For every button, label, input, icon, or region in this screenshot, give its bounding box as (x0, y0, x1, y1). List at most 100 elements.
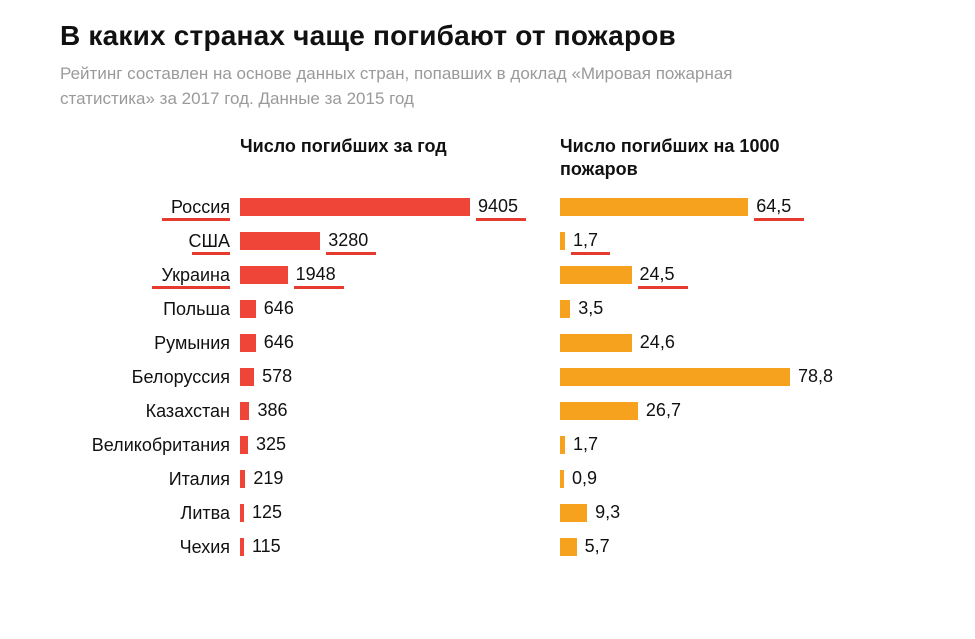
per1000-bar-area: 78,8 (560, 366, 850, 388)
highlight-underline (638, 286, 688, 289)
highlight-underline (294, 286, 344, 289)
table-row: Россия 9405 64,5 (60, 190, 915, 224)
table-row: Белоруссия 578 78,8 (60, 360, 915, 394)
deaths-value: 578 (262, 366, 292, 387)
per1000-value: 1,7 (573, 230, 598, 251)
country-label: Великобритания (60, 435, 240, 456)
deaths-bar (240, 334, 256, 352)
per1000-bar-area: 24,6 (560, 332, 850, 354)
per1000-bar-area: 1,7 (560, 434, 850, 456)
bar-chart: Число погибших за год Число погибших на … (60, 135, 915, 564)
chart-subtitle: Рейтинг составлен на основе данных стран… (60, 62, 820, 111)
country-label: Италия (60, 469, 240, 490)
deaths-bar (240, 538, 244, 556)
country-label: США (60, 231, 240, 252)
deaths-bar-area: 578 (240, 366, 540, 388)
deaths-bar-area: 1948 (240, 264, 540, 286)
table-row: Литва 125 9,3 (60, 496, 915, 530)
deaths-value: 115 (252, 536, 281, 557)
deaths-bar (240, 470, 245, 488)
deaths-bar-area: 646 (240, 332, 540, 354)
highlight-underline (326, 252, 376, 255)
col2-header: Число погибших на 1000 пожаров (560, 135, 860, 180)
per1000-bar (560, 232, 565, 250)
deaths-bar (240, 504, 244, 522)
deaths-bar (240, 368, 254, 386)
per1000-value: 64,5 (756, 196, 791, 217)
per1000-bar (560, 368, 790, 386)
highlight-underline (162, 218, 230, 221)
deaths-bar-area: 115 (240, 536, 540, 558)
deaths-bar (240, 232, 320, 250)
deaths-value: 646 (264, 332, 294, 353)
per1000-value: 9,3 (595, 502, 620, 523)
deaths-bar-area: 3280 (240, 230, 540, 252)
per1000-bar (560, 436, 565, 454)
per1000-bar-area: 3,5 (560, 298, 850, 320)
deaths-bar (240, 198, 470, 216)
deaths-value: 325 (256, 434, 286, 455)
table-row: Румыния 646 24,6 (60, 326, 915, 360)
per1000-bar (560, 470, 564, 488)
country-label: Казахстан (60, 401, 240, 422)
per1000-bar (560, 198, 748, 216)
country-label: Румыния (60, 333, 240, 354)
deaths-bar-area: 325 (240, 434, 540, 456)
country-label: Россия (60, 197, 240, 218)
table-row: Украина 1948 24,5 (60, 258, 915, 292)
country-label: Украина (60, 265, 240, 286)
highlight-underline (152, 286, 230, 289)
per1000-value: 5,7 (585, 536, 610, 557)
deaths-bar-area: 9405 (240, 196, 540, 218)
table-row: Италия 219 0,9 (60, 462, 915, 496)
per1000-bar (560, 504, 587, 522)
per1000-bar-area: 5,7 (560, 536, 850, 558)
per1000-value: 26,7 (646, 400, 681, 421)
deaths-bar-area: 125 (240, 502, 540, 524)
table-row: Польша 646 3,5 (60, 292, 915, 326)
per1000-value: 3,5 (578, 298, 603, 319)
per1000-bar (560, 334, 632, 352)
deaths-bar-area: 386 (240, 400, 540, 422)
per1000-bar (560, 266, 632, 284)
country-label: Белоруссия (60, 367, 240, 388)
per1000-bar (560, 402, 638, 420)
per1000-bar-area: 0,9 (560, 468, 850, 490)
deaths-bar-area: 646 (240, 298, 540, 320)
country-label: Чехия (60, 537, 240, 558)
table-row: Казахстан 386 26,7 (60, 394, 915, 428)
deaths-value: 1948 (296, 264, 336, 285)
per1000-value: 78,8 (798, 366, 833, 387)
deaths-bar (240, 436, 248, 454)
deaths-value: 386 (257, 400, 287, 421)
per1000-bar (560, 300, 570, 318)
per1000-bar-area: 26,7 (560, 400, 850, 422)
table-row: США 3280 1,7 (60, 224, 915, 258)
table-row: Чехия 115 5,7 (60, 530, 915, 564)
deaths-bar (240, 266, 288, 284)
deaths-value: 646 (264, 298, 294, 319)
per1000-value: 24,6 (640, 332, 675, 353)
highlight-underline (192, 252, 230, 255)
deaths-value: 125 (252, 502, 282, 523)
country-label: Литва (60, 503, 240, 524)
per1000-bar-area: 24,5 (560, 264, 850, 286)
country-label: Польша (60, 299, 240, 320)
table-row: Великобритания 325 1,7 (60, 428, 915, 462)
highlight-underline (476, 218, 526, 221)
per1000-value: 24,5 (640, 264, 675, 285)
highlight-underline (754, 218, 804, 221)
per1000-bar-area: 1,7 (560, 230, 850, 252)
deaths-bar (240, 402, 249, 420)
deaths-value: 9405 (478, 196, 518, 217)
per1000-bar-area: 9,3 (560, 502, 850, 524)
deaths-bar (240, 300, 256, 318)
per1000-bar (560, 538, 577, 556)
per1000-value: 0,9 (572, 468, 597, 489)
deaths-value: 219 (253, 468, 283, 489)
chart-title: В каких странах чаще погибают от пожаров (60, 20, 915, 52)
deaths-bar-area: 219 (240, 468, 540, 490)
deaths-value: 3280 (328, 230, 368, 251)
per1000-bar-area: 64,5 (560, 196, 850, 218)
col1-header: Число погибших за год (240, 135, 560, 180)
